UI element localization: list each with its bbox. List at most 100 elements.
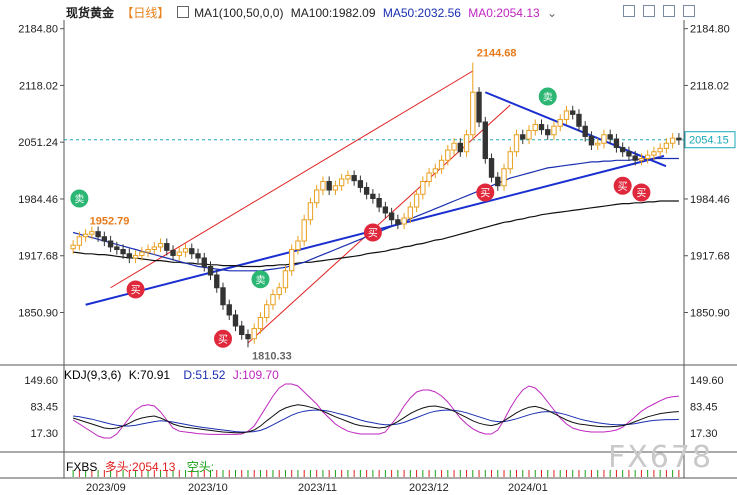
kdj-y-tick-right: 149.60 xyxy=(690,375,724,387)
candle-body xyxy=(520,134,526,140)
candle-body xyxy=(570,110,576,115)
ma-config-icon[interactable] xyxy=(176,6,189,18)
signal-circle xyxy=(476,183,495,202)
ma1-label: MA1(100,50,0,0) xyxy=(194,6,284,20)
y-tick-label-left: 2184.80 xyxy=(18,24,58,36)
signal-circle xyxy=(251,270,270,289)
fxbs-short-label: 空头: xyxy=(186,460,215,474)
candle-body xyxy=(476,91,482,123)
candle-body xyxy=(289,249,295,272)
candle-body xyxy=(307,202,314,221)
candle-body xyxy=(663,142,670,149)
candle-body xyxy=(607,134,613,140)
signal-label: 买 xyxy=(636,188,646,200)
candle-body xyxy=(189,248,195,255)
kdj-k-label: K:70.91 xyxy=(128,368,171,382)
toolbar-grid-icon[interactable] xyxy=(623,5,635,17)
dropdown-icon[interactable]: ⌄ xyxy=(547,6,558,20)
fxbs-header: FXBS 多头:2054.13 空头: xyxy=(66,458,214,475)
candle-body xyxy=(613,138,620,148)
candle-body xyxy=(151,246,157,250)
y-tick-label-right: 1984.46 xyxy=(690,194,730,206)
candle-body xyxy=(264,304,270,318)
candle-body xyxy=(251,328,257,340)
kdj-d-label: D:51.52 xyxy=(183,368,226,382)
watermark: FX678 xyxy=(608,440,714,475)
toolbar-chart-icon[interactable] xyxy=(643,5,655,17)
candle-body xyxy=(619,147,626,153)
kdj-y-tick-right: 83.45 xyxy=(690,402,718,414)
chart-header: 现货黄金 【日线】 MA1(100,50,0,0) MA100:1982.09 … xyxy=(0,4,561,20)
candle-body xyxy=(95,231,101,238)
candle-body xyxy=(482,121,488,160)
candle-body xyxy=(626,151,632,157)
candles xyxy=(70,62,682,348)
candle-body xyxy=(470,91,476,136)
candle-body xyxy=(157,243,164,248)
candle-body xyxy=(326,181,332,191)
candle-body xyxy=(426,172,432,182)
signal-label: 买 xyxy=(480,188,490,200)
y-tick-label-left: 1984.46 xyxy=(18,194,58,206)
sell-signal: 卖 xyxy=(251,270,270,289)
candle-body xyxy=(601,134,607,144)
candle-body xyxy=(445,149,451,161)
period-label[interactable]: 【日线】 xyxy=(121,6,170,20)
candle-body xyxy=(76,236,83,246)
candle-body xyxy=(101,236,108,242)
toolbar-close-icon[interactable] xyxy=(683,5,695,17)
candle-body xyxy=(370,193,376,199)
candle-body xyxy=(582,125,588,137)
candle-body xyxy=(551,125,557,136)
candle-body xyxy=(488,158,495,178)
signal-circle xyxy=(363,223,382,242)
toolbar-fullscreen-icon[interactable] xyxy=(663,5,675,17)
candle-body xyxy=(232,314,239,327)
candle-body xyxy=(563,110,570,120)
candle-body xyxy=(526,130,532,140)
signal-label: 买 xyxy=(218,334,228,346)
candle-body xyxy=(170,249,176,256)
signal-label: 买 xyxy=(618,181,628,193)
candle-body xyxy=(220,287,226,306)
candle-body xyxy=(363,186,370,195)
signal-circle xyxy=(538,87,557,106)
channel-lower-line xyxy=(247,104,511,344)
candle-body xyxy=(507,151,513,170)
buy-signal: 买 xyxy=(632,183,651,202)
candle-body xyxy=(207,266,214,276)
symbol-name: 现货黄金 xyxy=(66,6,115,20)
candle-body xyxy=(257,317,264,330)
candle-body xyxy=(270,294,276,306)
candle-body xyxy=(114,246,120,250)
kdj-header: KDJ(9,3,6) K:70.91 D:51.52 J:109.70 xyxy=(64,368,279,382)
candle-body xyxy=(388,212,395,221)
candle-body xyxy=(451,142,457,151)
x-tick-3: 2023/12 xyxy=(409,482,449,494)
candle-body xyxy=(282,270,289,289)
candle-body xyxy=(651,151,657,156)
candle-body xyxy=(276,287,282,296)
candle-body xyxy=(501,168,507,187)
candle-body xyxy=(532,124,538,132)
candle-body xyxy=(357,180,364,188)
buy-signal: 买 xyxy=(126,280,145,299)
trendline-resistance xyxy=(484,91,667,168)
candle-body xyxy=(595,142,601,146)
candle-body xyxy=(239,325,245,335)
signal-circle xyxy=(126,280,145,299)
y-tick-label-left: 2118.02 xyxy=(19,80,58,92)
buy-signal: 买 xyxy=(214,329,232,348)
candle-body xyxy=(545,129,551,136)
ma50-label: MA50:2032.56 xyxy=(382,6,461,20)
buy-signal: 买 xyxy=(363,223,382,242)
kdj-j-label: J:109.70 xyxy=(232,368,279,382)
candle-body xyxy=(513,134,520,153)
candle-body xyxy=(107,240,114,248)
signal-label: 卖 xyxy=(255,274,265,286)
candle-body xyxy=(82,233,89,238)
candle-body xyxy=(457,142,463,153)
candle-body xyxy=(576,113,582,127)
candle-body xyxy=(557,118,563,127)
